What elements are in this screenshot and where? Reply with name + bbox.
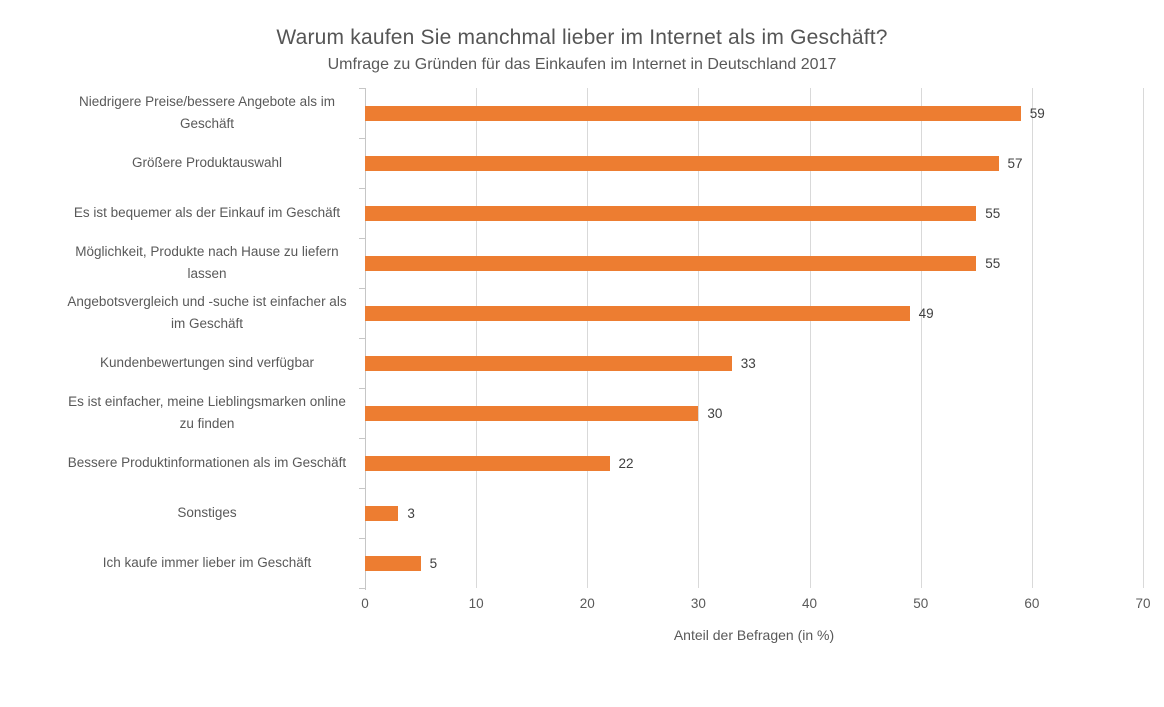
- bar-value-label: 59: [1029, 105, 1045, 121]
- bar: [365, 455, 610, 471]
- bar: [365, 105, 1021, 121]
- bar-rows: Niedrigere Preise/bessere Angebote als i…: [67, 88, 1143, 588]
- chart-row: Bessere Produktinformationen als im Gesc…: [68, 438, 1143, 488]
- chart-row: Ich kaufe immer lieber im Geschäft 5: [103, 538, 1143, 588]
- bar-value-label: 5: [429, 555, 438, 571]
- bar: [365, 355, 732, 371]
- bar: [365, 255, 977, 271]
- bar: [365, 505, 399, 521]
- gridline: [809, 88, 811, 588]
- bar-value-label: 30: [707, 405, 723, 421]
- bar: [365, 155, 999, 171]
- y-axis-line: [365, 88, 366, 590]
- chart-title: Warum kaufen Sie manchmal lieber im Inte…: [276, 26, 888, 49]
- x-axis-tick-label: 50: [913, 596, 929, 611]
- category-axis-tick: [359, 588, 365, 589]
- bar-value-label: 55: [985, 205, 1001, 221]
- category-label-text: Sonstiges: [177, 505, 237, 520]
- chart-row: Sonstiges 3: [177, 488, 1143, 538]
- category-label-text: Angebotsvergleich und -suche ist einfach…: [67, 294, 347, 331]
- x-axis-tick-label: 30: [690, 596, 706, 611]
- chart-row: Möglichkeit, Produkte nach Hause zu lief…: [75, 238, 1143, 288]
- chart-row: Niedrigere Preise/bessere Angebote als i…: [79, 88, 1143, 138]
- category-label: Ich kaufe immer lieber im Geschäft: [62, 552, 352, 574]
- chart-row: Es ist bequemer als der Einkauf im Gesch…: [74, 188, 1143, 238]
- bar: [365, 205, 977, 221]
- bar-chart: Warum kaufen Sie manchmal lieber im Inte…: [0, 26, 1164, 707]
- x-axis-tick-label: 0: [361, 596, 369, 611]
- bar-value-label: 57: [1007, 155, 1023, 171]
- category-axis-tick: [359, 288, 365, 289]
- bar: [365, 305, 910, 321]
- gridline: [1031, 88, 1033, 588]
- bar-value-label: 3: [407, 505, 415, 521]
- category-label-text: Kundenbewertungen sind verfügbar: [100, 355, 314, 370]
- gridline: [476, 88, 478, 588]
- category-label-text: Es ist einfacher, meine Lieblingsmarken …: [68, 394, 346, 431]
- category-axis-tick: [359, 538, 365, 539]
- category-label-text: Bessere Produktinformationen als im Gesc…: [67, 455, 347, 470]
- category-label: Es ist bequemer als der Einkauf im Gesch…: [62, 202, 352, 224]
- category-axis-tick: [359, 88, 365, 89]
- category-label: Bessere Produktinformationen als im Gesc…: [62, 452, 352, 474]
- category-label: Angebotsvergleich und -suche ist einfach…: [62, 291, 352, 335]
- x-axis-title: Anteil der Befragen (in %): [673, 627, 835, 643]
- category-axis-tick: [359, 138, 365, 139]
- x-axis-tick-label: 60: [1024, 596, 1040, 611]
- gridline: [698, 88, 700, 588]
- x-axis-tick-label: 20: [579, 596, 595, 611]
- chart-row: Es ist einfacher, meine Lieblingsmarken …: [68, 388, 1143, 438]
- bar-value-label: 49: [918, 305, 934, 321]
- category-axis-tick: [359, 338, 365, 339]
- category-label-text: Ich kaufe immer lieber im Geschäft: [102, 555, 312, 570]
- category-axis-tick: [359, 388, 365, 389]
- gridline: [587, 88, 589, 588]
- x-axis-tick-label: 70: [1135, 596, 1151, 611]
- x-axis-tick-label: 10: [468, 596, 484, 611]
- category-label: Kundenbewertungen sind verfügbar: [62, 352, 352, 374]
- x-axis-ticks: 0 10 20 30 40 50 60 70: [361, 596, 1150, 620]
- grid-layer: [359, 88, 1144, 590]
- category-label: Niedrigere Preise/bessere Angebote als i…: [62, 91, 352, 135]
- category-axis-tick: [359, 438, 365, 439]
- category-axis-tick: [359, 238, 365, 239]
- gridline: [920, 88, 922, 588]
- category-label-text: Größere Produktauswahl: [131, 155, 283, 170]
- category-label: Es ist einfacher, meine Lieblingsmarken …: [62, 391, 352, 435]
- bar-value-label: 55: [985, 255, 1001, 271]
- bar: [365, 405, 699, 421]
- chart-row: Größere Produktauswahl 57: [132, 138, 1143, 188]
- category-label-text: Niedrigere Preise/bessere Angebote als i…: [79, 94, 335, 131]
- chart-row: Kundenbewertungen sind verfügbar 33: [100, 338, 1143, 388]
- category-label: Sonstiges: [62, 502, 352, 524]
- category-label: Größere Produktauswahl: [62, 152, 352, 174]
- x-axis-tick-label: 40: [802, 596, 818, 611]
- category-label: Möglichkeit, Produkte nach Hause zu lief…: [62, 241, 352, 285]
- category-axis-tick: [359, 488, 365, 489]
- bar-value-label: 22: [618, 455, 634, 471]
- chart-row: Angebotsvergleich und -suche ist einfach…: [67, 288, 1143, 338]
- plot-area: Niedrigere Preise/bessere Angebote als i…: [67, 88, 1144, 590]
- bar-value-label: 33: [740, 355, 756, 371]
- gridline: [1143, 88, 1144, 588]
- chart-subtitle: Umfrage zu Gründen für das Einkaufen im …: [327, 56, 837, 73]
- category-axis-tick: [359, 188, 365, 189]
- category-label-text: Möglichkeit, Produkte nach Hause zu lief…: [75, 244, 339, 281]
- bar: [365, 555, 421, 571]
- category-label-text: Es ist bequemer als der Einkauf im Gesch…: [73, 205, 341, 220]
